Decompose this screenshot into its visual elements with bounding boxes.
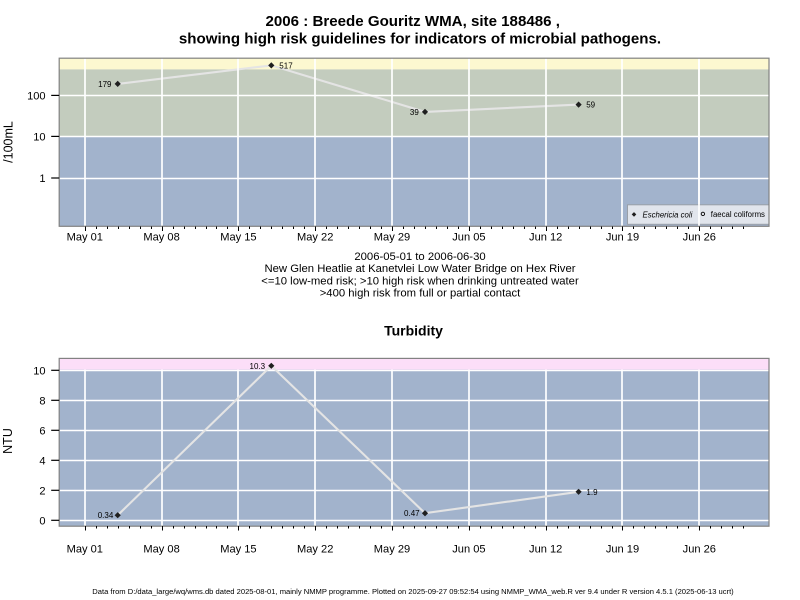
svg-text:May 15: May 15 [220,544,256,556]
svg-text:4: 4 [39,455,45,467]
svg-text:2: 2 [39,485,45,497]
svg-text:0.34: 0.34 [98,511,114,520]
svg-text:100: 100 [27,91,46,103]
svg-text:0.47: 0.47 [404,509,420,518]
svg-text:faecal coliforms: faecal coliforms [711,210,765,219]
svg-text:Turbidity: Turbidity [384,323,443,339]
svg-text:May 29: May 29 [374,544,410,556]
svg-text:Jun 19: Jun 19 [606,544,639,556]
svg-text:Jun 12: Jun 12 [529,231,562,243]
svg-text:Jun 05: Jun 05 [452,231,485,243]
svg-text:10: 10 [33,132,45,144]
svg-text:10.3: 10.3 [250,362,266,371]
svg-text:/100mL: /100mL [2,121,16,163]
svg-text:May 29: May 29 [374,231,410,243]
svg-text:Jun 05: Jun 05 [452,544,485,556]
svg-text:Jun 19: Jun 19 [606,231,639,243]
svg-text:May 22: May 22 [297,231,333,243]
svg-text:May 22: May 22 [297,544,333,556]
svg-text:517: 517 [279,61,293,70]
svg-text:May 01: May 01 [67,544,103,556]
svg-text:<=10 low-med risk; >10 high ri: <=10 low-med risk; >10 high risk when dr… [261,275,579,287]
svg-text:0: 0 [39,515,45,527]
svg-text:6: 6 [39,425,45,437]
svg-text:Eschericia coli: Eschericia coli [643,210,693,219]
svg-text:Data from D:/data_large/wq/wms: Data from D:/data_large/wq/wms.db dated … [92,587,734,596]
svg-text:39: 39 [410,108,419,117]
svg-text:Jun 26: Jun 26 [683,231,716,243]
svg-text:May 01: May 01 [67,231,103,243]
svg-text:Jun 26: Jun 26 [683,544,716,556]
svg-text:New Glen Heatlie at Kanetvlei: New Glen Heatlie at Kanetvlei Low Water … [264,263,575,275]
svg-text:2006-05-01 to 2006-06-30: 2006-05-01 to 2006-06-30 [354,251,485,263]
svg-text:59: 59 [586,101,595,110]
svg-text:May 15: May 15 [220,231,256,243]
svg-text:2006 : Breede Gouritz WMA, sit: 2006 : Breede Gouritz WMA, site 188486 , [265,13,559,30]
svg-text:NTU: NTU [1,428,15,454]
svg-text:8: 8 [39,395,45,407]
svg-text:>400 high risk from full or pa: >400 high risk from full or partial cont… [320,287,521,299]
svg-text:May 08: May 08 [143,231,179,243]
svg-text:1.9: 1.9 [586,488,598,497]
svg-text:1: 1 [39,173,45,185]
svg-text:10: 10 [33,365,45,377]
svg-text:Jun 12: Jun 12 [529,544,562,556]
svg-text:179: 179 [98,80,112,89]
svg-text:May 08: May 08 [143,544,179,556]
svg-text:showing high risk guidelines f: showing high risk guidelines for indicat… [179,30,661,47]
